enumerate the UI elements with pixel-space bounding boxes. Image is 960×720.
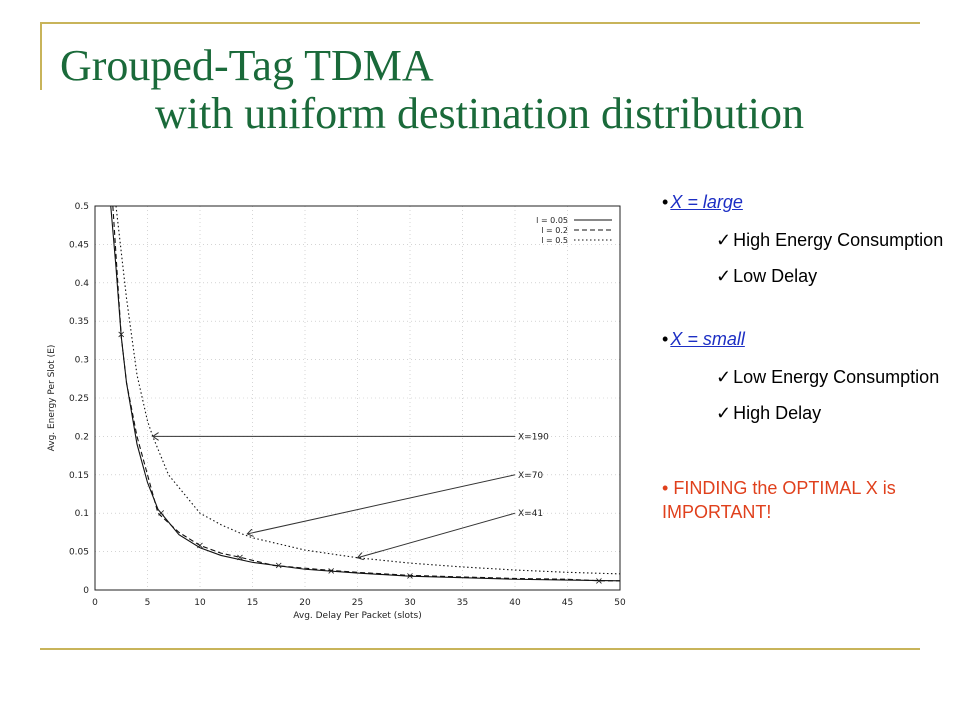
sub-item-low-delay: ✓ Low Delay <box>716 265 952 287</box>
x-tick-label: 5 <box>145 598 151 608</box>
x-tick-label: 10 <box>194 598 206 608</box>
y-tick-label: 0.45 <box>69 240 89 250</box>
x-tick-label: 35 <box>457 598 468 608</box>
bullet-dot: • <box>662 478 669 498</box>
title-line-1: Grouped-Tag TDMA <box>60 41 434 90</box>
x-tick-label: 0 <box>92 598 98 608</box>
data-marker: × <box>595 576 603 587</box>
legend-label: l = 0.5 <box>541 236 568 245</box>
bullet-x-small-label: X = small <box>670 329 745 349</box>
x-tick-label: 25 <box>352 598 363 608</box>
y-tick-label: 0.5 <box>75 202 89 212</box>
x-tick-label: 15 <box>247 598 258 608</box>
annotation-label: X=41 <box>518 509 543 519</box>
sub-item-low-energy: ✓ Low Energy Consumption <box>716 366 952 388</box>
data-marker: × <box>236 553 244 564</box>
series-line-1 <box>112 206 620 582</box>
bullet-x-large-label: X = large <box>670 192 743 212</box>
legend-label: l = 0.2 <box>541 226 568 235</box>
x-tick-label: 45 <box>562 598 573 608</box>
data-marker: × <box>327 566 335 577</box>
bullet-list: • X = large ✓ High Energy Consumption ✓ Low… <box>662 192 952 524</box>
title-line-2: with uniform destination distribution <box>155 89 804 138</box>
y-tick-label: 0 <box>83 586 89 596</box>
y-tick-label: 0.4 <box>75 279 90 289</box>
annotation-label: X=190 <box>518 432 549 442</box>
data-marker: × <box>157 508 165 519</box>
bottom-rule <box>40 648 920 650</box>
data-marker: × <box>196 540 204 551</box>
y-tick-label: 0.15 <box>69 471 89 481</box>
x-axis-label: Avg. Delay Per Packet (slots) <box>293 611 422 621</box>
y-tick-label: 0.25 <box>69 394 89 404</box>
y-tick-label: 0.3 <box>75 356 89 366</box>
data-marker: × <box>406 571 414 582</box>
sub-item-label: High Energy Consumption <box>733 230 944 250</box>
check-icon: ✓ <box>716 230 732 250</box>
bullet-x-small: • X = small <box>662 329 952 350</box>
data-marker: × <box>117 329 125 340</box>
x-tick-label: 30 <box>404 598 416 608</box>
x-tick-label: 20 <box>299 598 311 608</box>
sub-item-high-energy: ✓ High Energy Consumption <box>716 229 952 251</box>
sub-item-label: Low Energy Consumption <box>733 367 940 387</box>
energy-delay-chart: 0 5 10 15 20 25 30 35 40 45 50 0 0.05 0.1 0.15 0.2 0.25 0… <box>47 202 626 621</box>
bullet-dot: • <box>662 329 669 349</box>
check-icon: ✓ <box>716 266 732 286</box>
annotation-arrow <box>247 474 516 534</box>
bullet-dot: • <box>662 192 669 212</box>
y-axis-label: Avg. Energy Per Slot (E) <box>47 345 57 452</box>
left-rule <box>40 22 42 90</box>
annotation-arrow <box>358 512 516 558</box>
finding-text: FINDING the OPTIMAL X is IMPORTANT! <box>662 478 896 522</box>
series-line-0 <box>110 206 620 582</box>
sub-item-high-delay: ✓ High Delay <box>716 402 952 424</box>
y-tick-label: 0.35 <box>69 317 89 327</box>
sub-item-label: High Delay <box>733 403 822 423</box>
top-rule <box>40 22 920 24</box>
data-marker: × <box>275 560 283 571</box>
finding-note: • FINDING the OPTIMAL X is IMPORTANT! <box>662 476 952 524</box>
y-tick-label: 0.2 <box>75 432 89 442</box>
legend-label: l = 0.05 <box>536 216 568 225</box>
x-tick-label: 50 <box>614 598 626 608</box>
sub-item-label: Low Delay <box>733 266 818 286</box>
y-tick-label: 0.05 <box>69 548 89 558</box>
x-tick-label: 40 <box>509 598 521 608</box>
bullet-x-large: • X = large <box>662 192 952 213</box>
check-icon: ✓ <box>716 367 732 387</box>
annotation-label: X=70 <box>518 471 543 481</box>
check-icon: ✓ <box>716 403 732 423</box>
slide-title: Grouped-Tag TDMA with uniform destinatio… <box>60 42 804 138</box>
plot-frame <box>94 205 621 591</box>
y-tick-label: 0.1 <box>75 509 89 519</box>
series-line-2 <box>115 206 620 575</box>
